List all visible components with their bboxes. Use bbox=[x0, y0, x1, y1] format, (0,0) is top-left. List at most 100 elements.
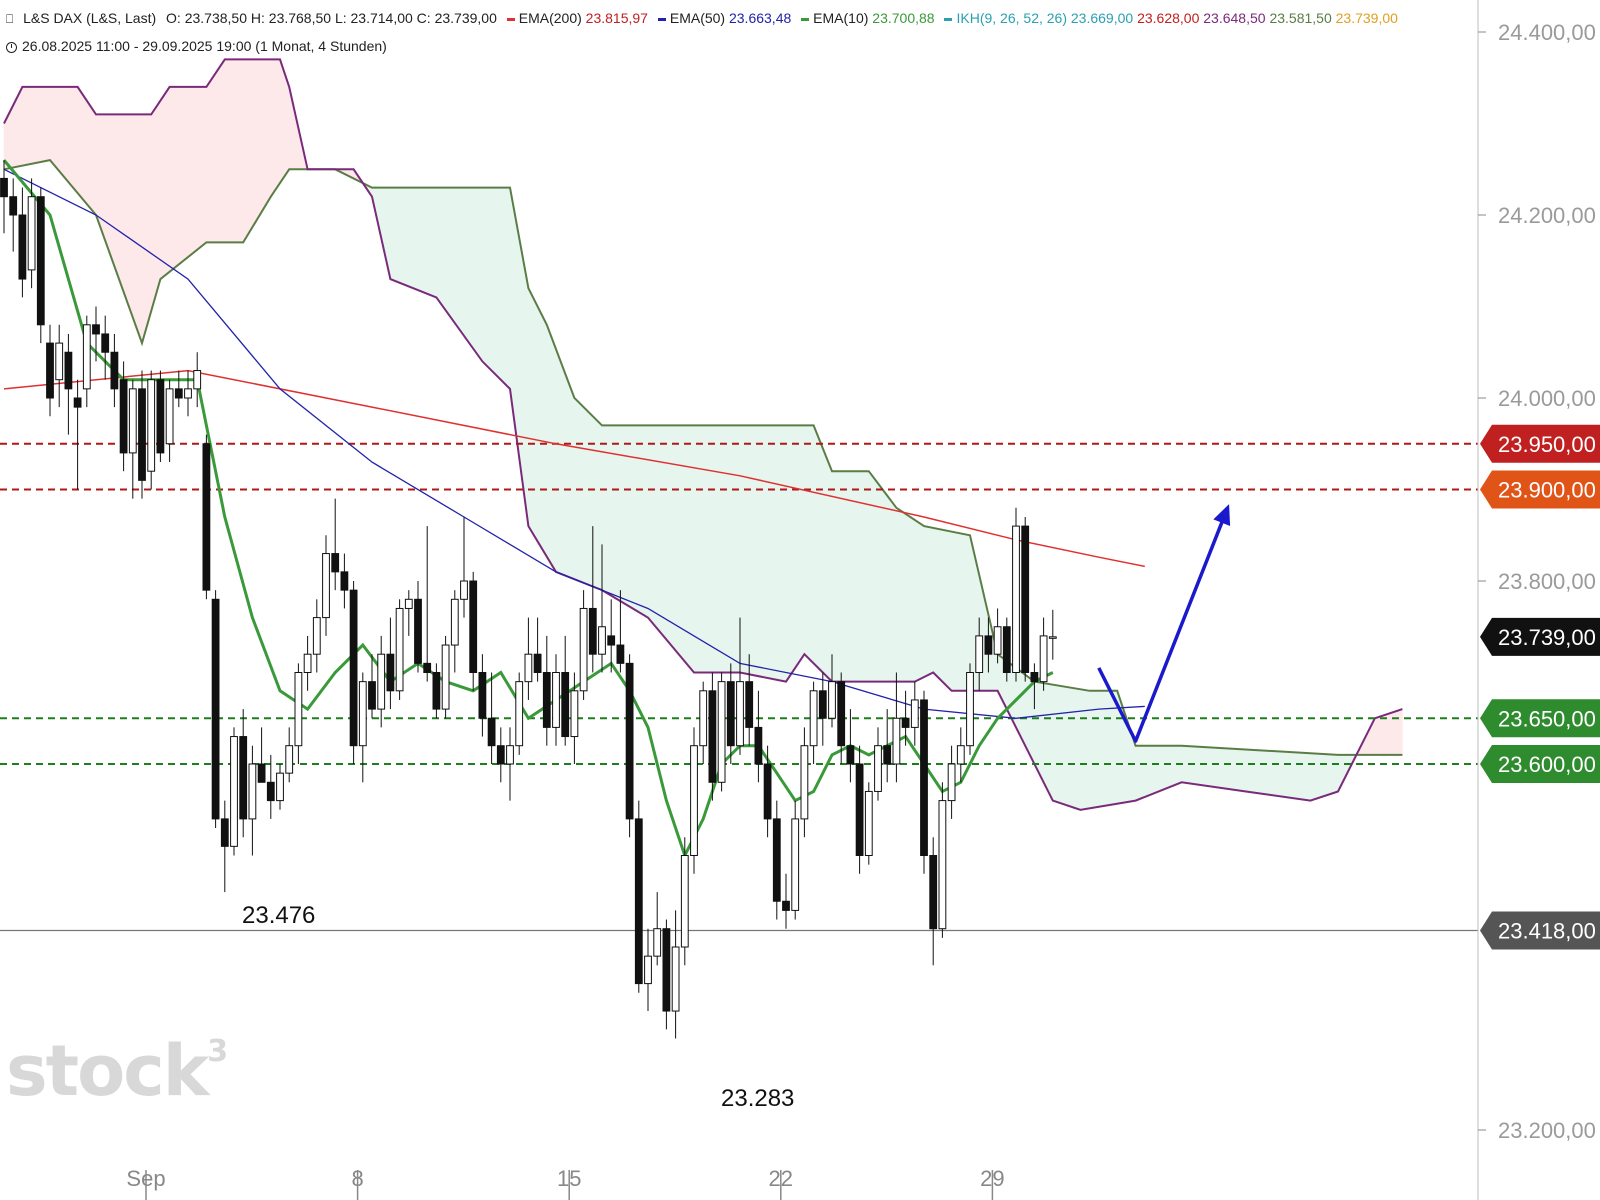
price-tags: 23.950,00 23.900,00 23.739,00 23.650,00 23.6… bbox=[1480, 424, 1600, 950]
cloud-segment bbox=[233, 59, 239, 243]
candle-body bbox=[460, 580, 468, 600]
cloud-segment bbox=[1305, 752, 1311, 801]
candle-body bbox=[349, 589, 358, 747]
candle bbox=[570, 672, 579, 764]
candle bbox=[542, 635, 551, 746]
cloud-segment bbox=[12, 95, 19, 168]
cloud-segment bbox=[932, 527, 939, 678]
candle-body bbox=[322, 553, 330, 619]
candle-body bbox=[791, 818, 800, 911]
instrument-label: L&S DAX (L&S, Last) bbox=[23, 10, 157, 26]
cloud-segment bbox=[1093, 690, 1100, 808]
cloud-segment bbox=[1089, 690, 1095, 809]
cloud-segment bbox=[261, 59, 267, 214]
cloud-segment bbox=[546, 324, 552, 566]
ema200-line bbox=[3, 369, 1145, 568]
cloud-segment bbox=[95, 114, 101, 228]
candle-body bbox=[469, 580, 478, 673]
price-tick-label: 24.200,00 bbox=[1498, 203, 1596, 228]
price-tag: 23.739,00 bbox=[1480, 617, 1600, 656]
cloud-segment bbox=[564, 373, 571, 578]
candle bbox=[1039, 617, 1048, 691]
cloud-segment bbox=[45, 86, 51, 162]
cloud-segment bbox=[141, 114, 147, 344]
cloud-segment bbox=[104, 114, 111, 254]
ema10-line bbox=[2, 159, 1054, 860]
cloud-segment bbox=[1162, 745, 1169, 791]
candle-body bbox=[506, 745, 514, 765]
cloud-segment bbox=[1282, 751, 1288, 798]
cloud-segment bbox=[532, 297, 538, 543]
candle bbox=[625, 654, 634, 838]
ema200-legend[interactable]: EMA(200) 23.815,97 bbox=[506, 10, 648, 26]
cloud-segment bbox=[951, 531, 957, 692]
candle-body bbox=[680, 855, 689, 948]
cloud-segment bbox=[702, 425, 709, 673]
cloud-segment bbox=[758, 425, 764, 678]
candle-body bbox=[441, 644, 450, 710]
price-tick-label: 23.800,00 bbox=[1498, 569, 1596, 594]
cloud-segment bbox=[1328, 753, 1334, 795]
price-tag-bg bbox=[1480, 470, 1600, 509]
candle bbox=[588, 526, 597, 673]
candle-body bbox=[487, 717, 496, 747]
cloud-segment bbox=[873, 476, 879, 682]
senkou-span-a-line bbox=[3, 159, 1403, 756]
cloud-segment bbox=[472, 187, 479, 356]
cloud-segment bbox=[551, 336, 557, 573]
candle-body bbox=[266, 781, 275, 802]
chart-legend: ⎕ L&S DAX (L&S, Last) O: 23.738,50 H: 23… bbox=[6, 10, 1404, 27]
cloud-segment bbox=[790, 425, 796, 676]
candlesticks bbox=[0, 160, 1057, 1039]
cloud-segment bbox=[1144, 745, 1150, 798]
candle-body bbox=[386, 653, 395, 692]
candle-body bbox=[745, 681, 754, 728]
cloud-segment bbox=[482, 187, 488, 367]
cloud-segment bbox=[86, 99, 92, 211]
candle-body bbox=[717, 681, 726, 783]
candle bbox=[883, 709, 892, 783]
cloud-segment bbox=[1167, 745, 1173, 789]
candle bbox=[193, 352, 202, 408]
cloud-segment bbox=[1268, 750, 1274, 796]
ema50-legend[interactable]: EMA(50) 23.663,48 bbox=[657, 10, 791, 26]
ikh-legend[interactable]: IKH(9, 26, 52, 26) 23.669,00 23.628,00 2… bbox=[944, 10, 1398, 26]
candle-body bbox=[368, 681, 376, 710]
cloud-segment bbox=[523, 262, 529, 527]
candle-body bbox=[1030, 672, 1039, 683]
cloud-segment bbox=[146, 114, 152, 328]
candle-body bbox=[607, 635, 616, 646]
candle bbox=[717, 672, 726, 792]
cloud-segment bbox=[1310, 752, 1316, 802]
cloud-segment bbox=[882, 488, 888, 682]
candle bbox=[579, 590, 588, 700]
cloud-segment bbox=[1383, 713, 1389, 756]
cloud-segment bbox=[610, 425, 617, 599]
cloud-segment bbox=[454, 187, 460, 331]
candle bbox=[266, 754, 275, 819]
candle-body bbox=[818, 690, 827, 719]
candle bbox=[230, 727, 238, 856]
candle bbox=[460, 516, 468, 618]
candle bbox=[404, 590, 413, 636]
price-tag-bg bbox=[1480, 745, 1600, 783]
cloud-segment bbox=[753, 425, 759, 677]
cloud-segment bbox=[960, 533, 966, 692]
cloud-segment bbox=[210, 72, 216, 243]
candle-body bbox=[929, 855, 938, 930]
time-tick-label: 29 bbox=[980, 1166, 1004, 1191]
cloud-segment bbox=[137, 114, 143, 344]
cloud-segment bbox=[426, 187, 433, 296]
candle bbox=[441, 635, 450, 719]
ema10-legend[interactable]: EMA(10) 23.700,88 bbox=[801, 10, 935, 26]
candle-body bbox=[450, 598, 459, 646]
time-tick-label: Sep bbox=[126, 1166, 165, 1191]
cloud-segment bbox=[247, 59, 253, 236]
cloud-segment bbox=[1034, 681, 1040, 774]
ichimoku-cloud bbox=[3, 58, 1403, 811]
candle-body bbox=[634, 818, 643, 985]
cloud-segment bbox=[164, 85, 170, 277]
cloud-segment bbox=[891, 500, 897, 682]
candle-body bbox=[984, 635, 993, 655]
